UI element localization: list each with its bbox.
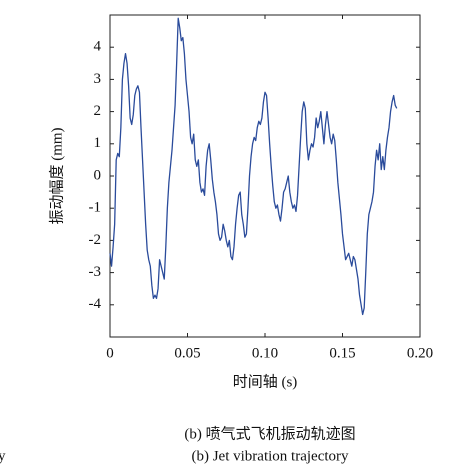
y-axis-label: 振动幅度 (mm) — [48, 127, 65, 224]
y-tick-label: 0 — [94, 167, 102, 183]
y-tick-label: -2 — [89, 232, 102, 248]
caption-en: (b) Jet vibration trajectory — [191, 448, 349, 464]
y-tick-label: -1 — [89, 200, 102, 216]
y-tick-label: 4 — [94, 39, 102, 55]
y-tick-label: -4 — [89, 296, 102, 312]
x-tick-label: 0.20 — [407, 345, 433, 361]
x-tick-label: 0 — [106, 345, 114, 361]
x-tick-label: 0.15 — [329, 345, 355, 361]
text-fragment: y — [0, 448, 6, 464]
x-tick-label: 0.10 — [252, 345, 278, 361]
y-tick-label: 1 — [94, 135, 102, 151]
caption-cn: (b) 喷气式飞机振动轨迹图 — [184, 425, 355, 442]
y-tick-label: 3 — [94, 71, 102, 87]
y-tick-label: -3 — [89, 264, 102, 280]
x-tick-label: 0.05 — [174, 345, 200, 361]
x-axis-label: 时间轴 (s) — [233, 373, 298, 390]
y-tick-label: 2 — [94, 103, 102, 119]
plot-frame — [109, 14, 421, 338]
data-line — [109, 17, 398, 316]
